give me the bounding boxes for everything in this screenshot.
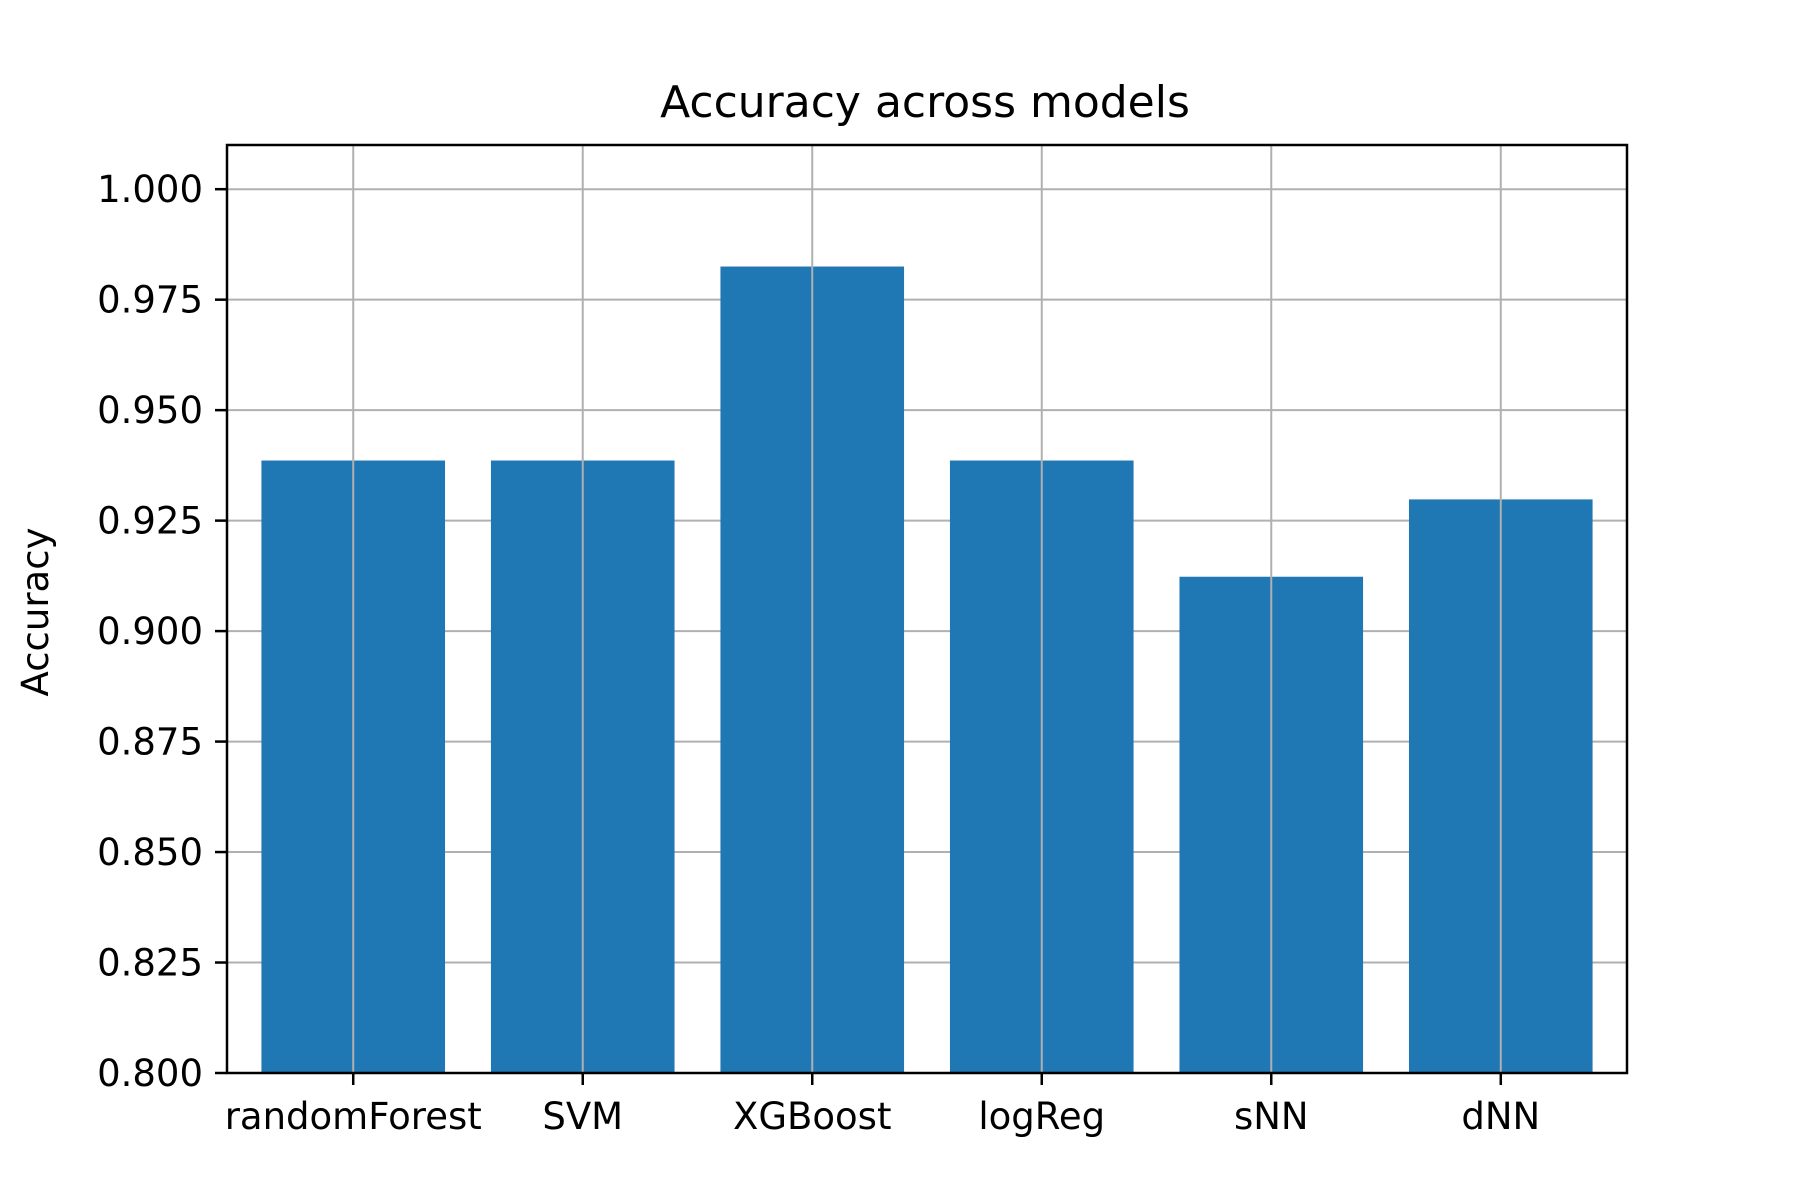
y-tick-label: 0.800 — [97, 1052, 203, 1095]
y-tick-label: 0.925 — [97, 500, 203, 543]
bars — [261, 266, 1593, 1074]
x-tick-label-SVM: SVM — [542, 1095, 623, 1138]
y-tick-label: 0.900 — [97, 610, 203, 653]
y-tick-label: 0.875 — [97, 721, 203, 764]
plot-frame — [225, 143, 1629, 1075]
x-axis-ticks: randomForest SVM XGBoost logReg sNN dNN — [225, 1073, 1540, 1138]
x-tick-label-XGBoost: XGBoost — [733, 1095, 891, 1138]
grid-lines — [227, 188, 1627, 1074]
y-tick-label: 0.975 — [97, 279, 203, 322]
y-tick-label: 0.850 — [97, 831, 203, 874]
y-tick-label: 0.825 — [97, 942, 203, 985]
y-tick-label: 1.000 — [97, 168, 203, 211]
vertical-grid-lines — [352, 145, 1502, 1073]
chart-title: Accuracy across models — [660, 77, 1190, 128]
y-axis-ticks: 0.800 0.825 0.850 0.875 0.900 0.925 0.950 0.975… — [97, 168, 227, 1095]
y-axis-label: Accuracy — [14, 528, 57, 697]
x-tick-label-randomForest: randomForest — [225, 1095, 482, 1138]
x-tick-label-sNN: sNN — [1234, 1095, 1309, 1138]
x-tick-label-dNN: dNN — [1461, 1095, 1540, 1138]
x-tick-label-logReg: logReg — [978, 1095, 1105, 1138]
y-tick-label: 0.950 — [97, 389, 203, 432]
